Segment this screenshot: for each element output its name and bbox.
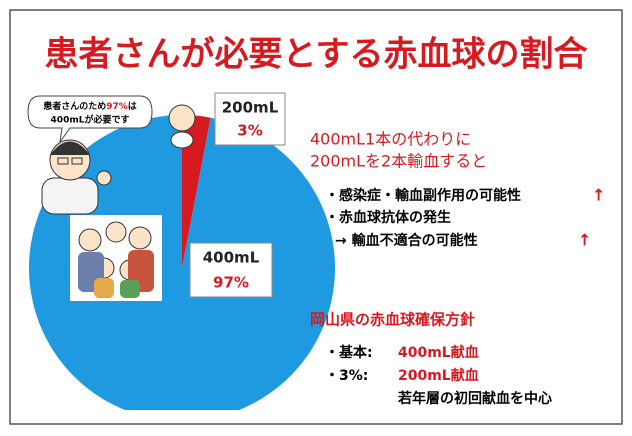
baby-illustration	[168, 104, 196, 149]
policy-label: ・3%:	[325, 368, 368, 384]
value-label: 97%	[213, 274, 249, 292]
pie-slice	[182, 115, 211, 268]
bubble-line: 患者さんのため97%は	[43, 100, 137, 112]
speech-bubble	[27, 95, 153, 143]
value-label: 3%	[237, 122, 262, 140]
bubble-text: 患者さんのため	[43, 100, 106, 112]
policy-value: 200mL献血	[398, 367, 479, 384]
label-box	[214, 92, 286, 146]
category-label: 400mL	[203, 249, 260, 267]
bubble-text: は	[128, 101, 137, 112]
people-illustration	[70, 215, 162, 301]
chart-title: 患者さんが必要とする赤血球の割合	[45, 35, 588, 75]
bubble-line: 400mLが必要です	[51, 114, 130, 126]
policy-title: 岡山県の赤血球確保方針	[310, 311, 475, 329]
pie	[29, 115, 335, 410]
effect-item: → 輸血不適合の可能性	[335, 232, 478, 249]
bubble-highlight: 97%	[106, 102, 128, 112]
up-arrow: ↑	[578, 231, 591, 250]
policy-value: 400mL献血	[398, 344, 479, 361]
policy-label: ・基本:	[325, 344, 373, 361]
explanation-line: 400mL1本の代わりに	[310, 130, 471, 149]
up-arrow: ↑	[592, 186, 605, 205]
doctor-illustration	[41, 139, 112, 215]
pie-slice	[29, 115, 335, 410]
effect-item: ・感染症・輸血副作用の可能性	[325, 187, 521, 204]
label-box	[189, 242, 273, 298]
category-label: 200mL	[222, 99, 279, 117]
effect-item: ・赤血球抗体の発生	[325, 209, 451, 226]
policy-note: 若年層の初回献血を中心	[397, 390, 552, 407]
explanation-line: 200mLを2本輸血すると	[310, 152, 487, 171]
